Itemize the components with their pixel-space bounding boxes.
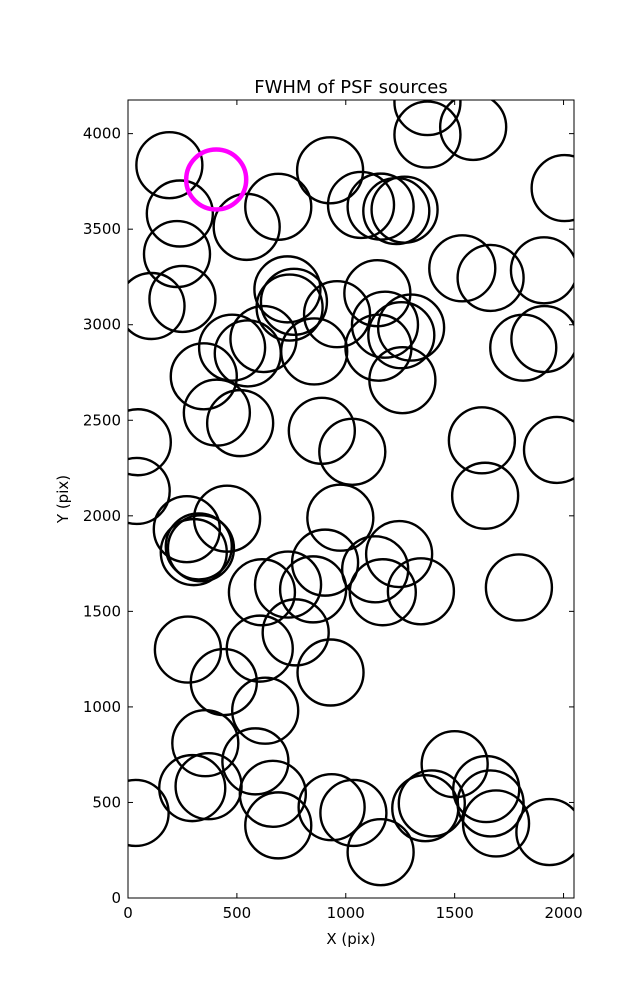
source-circle [319,778,388,848]
source-circle [376,293,446,362]
source-circle [340,535,410,604]
source-circle [227,558,297,627]
source-circle [253,255,322,324]
source-circle [244,791,313,860]
source-circle [128,778,170,848]
source-circle [128,408,172,477]
highlighted-marks [183,147,249,212]
source-circle [159,517,228,587]
source-circle [438,100,508,162]
source-circle [393,100,462,169]
source-circle [225,614,294,683]
source-circle [344,313,413,382]
x-tick-label: 1500 [436,904,474,922]
y-tick-label: 3500 [83,220,121,238]
x-axis-ticks: 0 500 1000 1500 2000 [123,100,583,922]
source-circle [370,175,439,244]
source-circle [142,219,212,289]
source-circle [367,301,436,370]
x-tick-label: 0 [123,904,133,922]
source-circle [230,676,300,745]
x-tick-label: 500 [223,904,252,922]
y-tick-label: 1500 [83,602,121,620]
source-circle [164,512,233,581]
y-tick-label: 3000 [83,316,121,334]
source-circle [238,759,308,829]
source-circle [148,264,217,334]
y-tick-label: 0 [111,889,121,907]
source-circle [290,528,360,597]
source-circle [461,789,531,858]
y-axis-ticks: 0 500 1000 1500 2000 2500 3000 3500 4000 [83,125,574,907]
source-circle [166,514,236,583]
y-axis-title: Y (pix) [54,475,72,524]
source-circle [530,153,574,223]
source-circle [522,415,574,485]
source-circle [229,304,298,374]
source-circle [447,406,517,475]
y-tick-label: 4000 [83,125,121,143]
source-circle [295,136,365,205]
y-tick-label: 500 [92,793,121,811]
chart-title: FWHM of PSF sources [254,77,448,98]
source-circle [350,290,420,359]
source-circle [213,319,282,388]
source-circle [135,130,204,200]
source-circle [145,179,215,248]
source-circle [158,753,227,823]
source-circle [261,598,330,667]
source-circle [297,773,366,842]
source-circle [348,558,417,627]
source-circle [152,494,221,564]
y-tick-label: 2500 [83,411,121,429]
source-circle [484,553,554,622]
source-circle [244,172,313,242]
y-tick-label: 2000 [83,507,121,525]
y-tick-label: 1000 [83,698,121,716]
plot-frame [127,99,575,899]
source-circle [253,550,323,619]
plot-marks [128,100,574,887]
source-circle [171,709,240,778]
source-circle [128,456,171,526]
source-circle [386,557,456,626]
source-circle [318,417,387,487]
x-axis-title: X (pix) [326,930,375,948]
source-circle [428,234,497,303]
source-circle [515,797,574,867]
source-circle [364,519,434,589]
source-circle [456,243,525,313]
source-circle [302,280,372,349]
source-circle [450,461,520,530]
source-circle [306,483,375,552]
source-circle [205,388,275,458]
source-circle [397,769,466,838]
source-circle [346,817,415,887]
source-circle [197,313,267,382]
source-circle [509,236,574,305]
source-circle [296,638,365,707]
x-tick-label: 2000 [544,904,582,922]
source-circle [489,313,558,382]
source-circle [259,267,329,336]
source-circle [169,342,238,411]
source-circle [393,100,462,137]
source-circle [128,271,186,341]
source-circle [326,170,396,240]
x-tick-label: 1000 [327,904,365,922]
highlighted-source-circle [183,147,249,212]
source-circle [221,727,290,796]
